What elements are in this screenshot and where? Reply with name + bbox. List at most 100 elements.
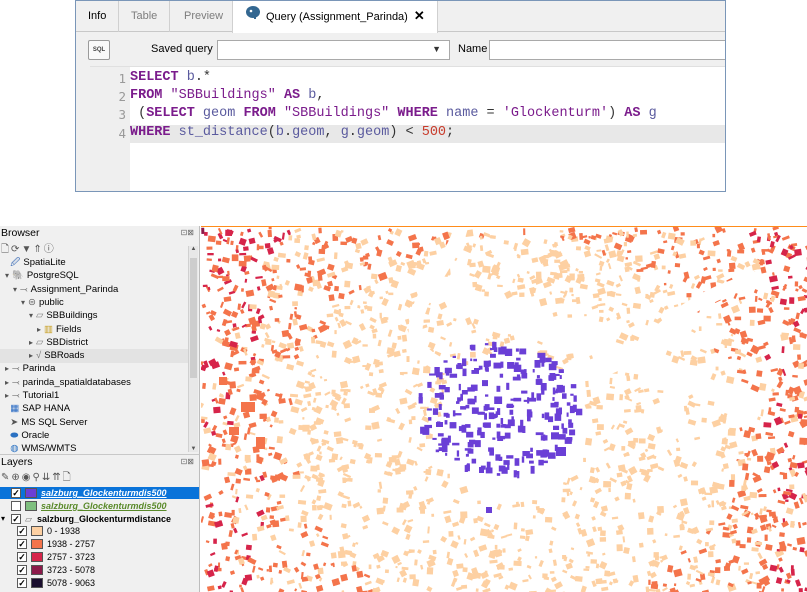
browser-toolbar: 🗋⟳▼⇑ⓘ <box>1 240 56 255</box>
chevron-right-icon[interactable]: ▸ <box>37 324 42 334</box>
line-number-gutter <box>90 67 130 191</box>
tab-info[interactable]: Info <box>76 1 120 32</box>
legend-class-item[interactable]: ✓ 5078 - 9063 <box>0 577 199 589</box>
tab-preview[interactable]: Preview <box>172 1 237 32</box>
layer-item[interactable]: salzburg_Glockenturmdis500 <box>0 500 199 512</box>
add-group-icon[interactable]: ⊕ <box>11 472 22 483</box>
browser-item-parinda-spatialdatabases[interactable]: ▸ ⤙ parinda_spatialdatabases <box>0 376 188 390</box>
spacer <box>5 416 7 429</box>
remove-layer-icon[interactable]: 🗋 <box>62 472 73 483</box>
collapse-icon[interactable]: ⇑ <box>33 244 44 255</box>
close-icon[interactable]: ✕ <box>413 8 425 23</box>
symbol-swatch[interactable] <box>31 577 43 588</box>
symbol-swatch[interactable] <box>31 526 43 537</box>
browser-item-assignment-parinda[interactable]: ▾ ⤙ Assignment_Parinda <box>0 283 188 297</box>
tab-table[interactable]: Table <box>119 1 171 32</box>
chevron-down-icon[interactable]: ▾ <box>29 311 34 321</box>
query-window: Info Table Preview Query (Assignment_Par… <box>75 0 726 192</box>
spacer <box>5 402 7 415</box>
tab-query[interactable]: Query (Assignment_Parinda) ✕ <box>232 1 438 33</box>
layer-label: 2757 - 3723 <box>47 552 96 562</box>
browser-item-sbbuildings[interactable]: ▾ ▱ SBBuildings <box>0 309 188 323</box>
layer-visibility-checkbox[interactable]: ✓ <box>17 539 27 550</box>
layer-visibility-checkbox[interactable]: ✓ <box>17 577 27 588</box>
chevron-down-icon[interactable]: ▾ <box>21 297 26 307</box>
browser-item-spatialite[interactable]: 🖉 SpatiaLite <box>0 256 188 270</box>
browser-panel: Browser ⊡⊠ 🗋⟳▼⇑ⓘ 🖉 SpatiaLite ▾ 🐘 PostgreSQL… <box>0 226 200 454</box>
legend-class-item[interactable]: ✓ 0 - 1938 <box>0 525 199 537</box>
layer-visibility-checkbox[interactable]: ✓ <box>17 564 27 575</box>
symbol-swatch[interactable] <box>25 500 37 511</box>
browser-item-label: Oracle <box>21 429 50 441</box>
browser-item-public[interactable]: ▾ ⊜ public <box>0 296 188 310</box>
browser-scrollbar[interactable]: ▲ ▼ <box>188 246 198 452</box>
chevron-down-icon[interactable]: ▾ <box>5 271 10 281</box>
filter-icon[interactable]: ▼ <box>21 244 34 255</box>
browser-item-sbroads[interactable]: ▸ √ SBRoads <box>0 349 188 364</box>
manage-map-themes-icon[interactable]: ◉ <box>21 472 33 483</box>
browser-item-sap-hana[interactable]: ▦ SAP HANA <box>0 402 188 416</box>
sql-editor[interactable]: 1 2 3 4 SELECT b.* FROM "SBBuildings" AS… <box>90 66 725 191</box>
scrollbar-thumb[interactable] <box>190 258 197 378</box>
chevron-right-icon[interactable]: ▸ <box>29 351 34 361</box>
symbol-swatch[interactable] <box>31 552 43 562</box>
browser-item-wms-wmts[interactable]: ◍ WMS/WMTS <box>0 442 188 454</box>
style-icon[interactable]: ✎ <box>1 472 12 483</box>
layer-label: 1938 - 2757 <box>47 539 96 550</box>
sql-run-button[interactable]: SQL <box>88 40 110 60</box>
browser-item-parinda[interactable]: ▸ ⤙ Parinda <box>0 362 188 376</box>
panel-float-close-icon[interactable]: ⊡⊠ <box>180 228 194 237</box>
polygon-layer-icon: ▱ <box>25 513 32 524</box>
legend-class-item[interactable]: ✓ 2757 - 3723 <box>0 551 199 563</box>
chevron-down-icon[interactable]: ▾ <box>13 284 18 294</box>
layer-visibility-checkbox[interactable] <box>11 500 21 511</box>
map-canvas[interactable] <box>201 226 807 592</box>
layer-visibility-checkbox[interactable]: ✓ <box>17 552 27 562</box>
browser-item-tutorial1[interactable]: ▸ ⤙ Tutorial1 <box>0 389 188 403</box>
symbol-swatch[interactable] <box>31 539 43 550</box>
chevron-right-icon[interactable]: ▸ <box>5 377 10 387</box>
symbol-swatch[interactable] <box>25 488 37 498</box>
chevron-right-icon[interactable]: ▸ <box>5 364 10 374</box>
browser-item-ms-sql-server[interactable]: ➤ MS SQL Server <box>0 416 188 430</box>
layer-item[interactable]: ✓ salzburg_Glockenturmdis500 <box>0 487 199 499</box>
tab-query-label: Query (Assignment_Parinda) <box>266 11 408 23</box>
chevron-right-icon[interactable]: ▸ <box>29 337 34 347</box>
browser-item-fields[interactable]: ▸ ▥ Fields <box>0 323 188 337</box>
layer-item[interactable]: ▾ ✓ ▱ salzburg_Glockenturmdistance <box>0 513 199 525</box>
legend-class-item[interactable]: ✓ 3723 - 5078 <box>0 564 199 576</box>
refresh-icon[interactable]: ⟳ <box>11 244 22 255</box>
fields-icon: ▥ <box>44 323 53 335</box>
expand-all-icon[interactable]: ⇊ <box>41 472 53 483</box>
saved-query-label: Saved query <box>151 43 213 55</box>
layer-visibility-checkbox[interactable]: ✓ <box>17 526 27 537</box>
info-icon[interactable]: ⓘ <box>43 244 56 255</box>
browser-item-oracle[interactable]: ⬬ Oracle <box>0 429 188 443</box>
layer-visibility-checkbox[interactable]: ✓ <box>11 488 21 498</box>
symbol-swatch[interactable] <box>31 564 43 575</box>
browser-item-label: Fields <box>56 323 82 335</box>
saved-query-select[interactable]: ▼ <box>217 40 450 60</box>
legend-class-item[interactable]: ✓ 1938 - 2757 <box>0 538 199 550</box>
scroll-down-icon[interactable]: ▼ <box>190 446 197 452</box>
sql-line: SELECT b.* <box>130 70 212 85</box>
sap-icon: ▦ <box>10 403 20 415</box>
layer-visibility-checkbox[interactable]: ✓ <box>11 513 21 524</box>
browser-item-label: SBDistrict <box>46 336 89 348</box>
collapse-all-icon[interactable]: ⇈ <box>52 472 63 483</box>
filter-legend-icon[interactable]: ⚲ <box>32 472 42 483</box>
chevron-down-icon[interactable]: ▾ <box>1 513 6 523</box>
chevron-down-icon: ▼ <box>432 44 441 54</box>
browser-item-postgresql[interactable]: ▾ 🐘 PostgreSQL <box>0 269 188 283</box>
browser-item-sbdistrict[interactable]: ▸ ▱ SBDistrict <box>0 336 188 350</box>
line-number: 3 <box>118 107 126 122</box>
chevron-right-icon[interactable]: ▸ <box>5 391 10 400</box>
panel-float-close-icon[interactable]: ⊡⊠ <box>180 457 194 466</box>
browser-item-label: MS SQL Server <box>21 416 88 428</box>
scroll-up-icon[interactable]: ▲ <box>190 246 197 252</box>
browser-item-label: Parinda <box>22 363 56 375</box>
name-input[interactable] <box>489 40 725 60</box>
connection-icon: ⤙ <box>12 390 20 401</box>
add-icon[interactable]: 🗋 <box>1 244 12 255</box>
layer-label: 0 - 1938 <box>47 526 81 537</box>
